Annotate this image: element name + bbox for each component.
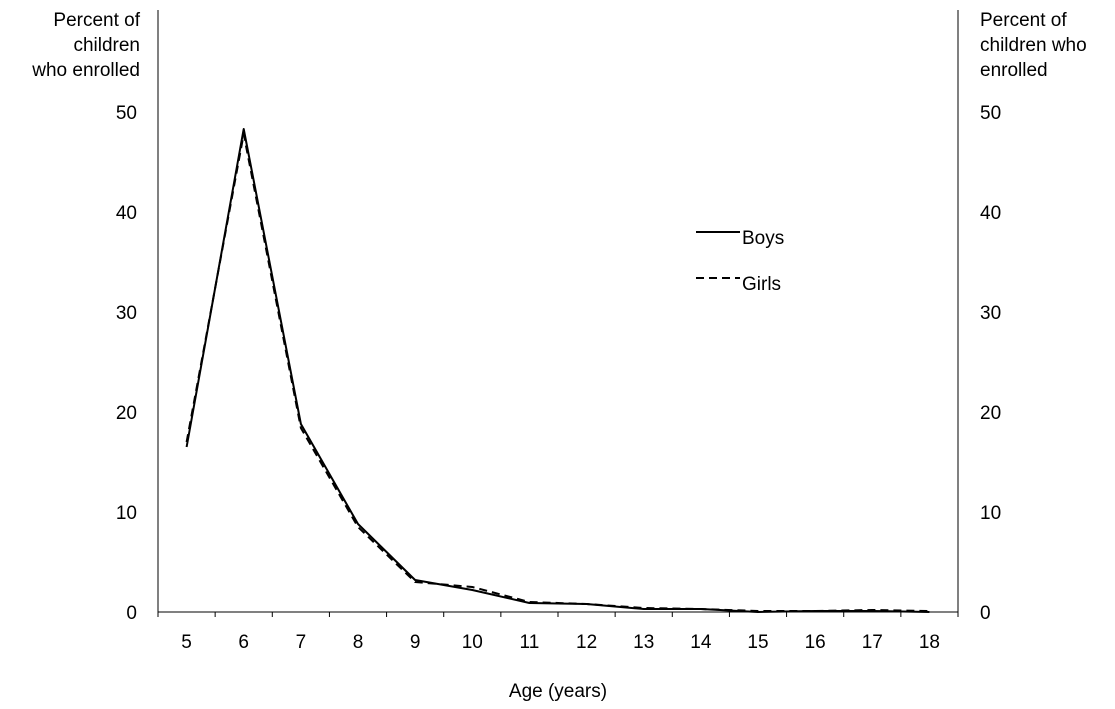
y-axis-label-right-line3: enrolled: [980, 60, 1048, 81]
y-tick-label-right: 30: [980, 303, 1001, 324]
x-tick-label: 11: [520, 632, 540, 653]
y-tick-label-right: 0: [980, 603, 991, 624]
y-axis-label-left-line1: Percent of: [53, 10, 140, 31]
y-tick-label-right: 20: [980, 403, 1001, 424]
x-tick-label: 18: [919, 632, 940, 653]
right-y-tick-labels: 0 10 20 30 40 50: [980, 103, 1001, 624]
series-line-boys: [185, 128, 930, 613]
y-axis-label-right-line2: children who: [980, 35, 1087, 56]
legend-label-boys: Boys: [742, 228, 784, 249]
series-line-girls: [185, 133, 930, 612]
x-tick-label: 12: [576, 632, 597, 653]
y-axis-label-left-line3: who enrolled: [31, 60, 140, 81]
x-tick-label: 6: [238, 632, 249, 653]
y-tick-label-right: 40: [980, 203, 1001, 224]
y-tick-label-left: 0: [126, 603, 137, 624]
x-tick-marks: [157, 612, 959, 617]
left-y-tick-labels: 0 10 20 30 40 50: [116, 103, 137, 624]
x-axis-label: Age (years): [509, 681, 607, 702]
y-tick-label-left: 30: [116, 303, 137, 324]
x-tick-label: 15: [747, 632, 768, 653]
y-tick-label-left: 20: [116, 403, 137, 424]
y-axis-label-left-line2: children: [73, 35, 140, 56]
x-tick-label: 17: [862, 632, 883, 653]
x-tick-label: 7: [296, 632, 307, 653]
x-tick-labels: 5 6 7 8 9 10 11 12 13 14 15 16 17 18: [181, 632, 940, 653]
legend-label-girls: Girls: [742, 274, 781, 295]
x-tick-label: 16: [805, 632, 826, 653]
y-axis-label-right-line1: Percent of: [980, 10, 1067, 31]
y-tick-label-right: 10: [980, 503, 1001, 524]
series-lines: [185, 128, 930, 613]
y-tick-label-left: 50: [116, 103, 137, 124]
y-tick-label-left: 40: [116, 203, 137, 224]
x-tick-label: 14: [690, 632, 712, 653]
x-tick-label: 9: [410, 632, 421, 653]
y-tick-label-left: 10: [116, 503, 137, 524]
x-tick-label: 10: [462, 632, 483, 653]
legend: Boys Girls: [696, 228, 784, 295]
y-tick-label-right: 50: [980, 103, 1001, 124]
x-tick-label: 5: [181, 632, 192, 653]
x-tick-label: 13: [633, 632, 654, 653]
x-tick-label: 8: [353, 632, 364, 653]
